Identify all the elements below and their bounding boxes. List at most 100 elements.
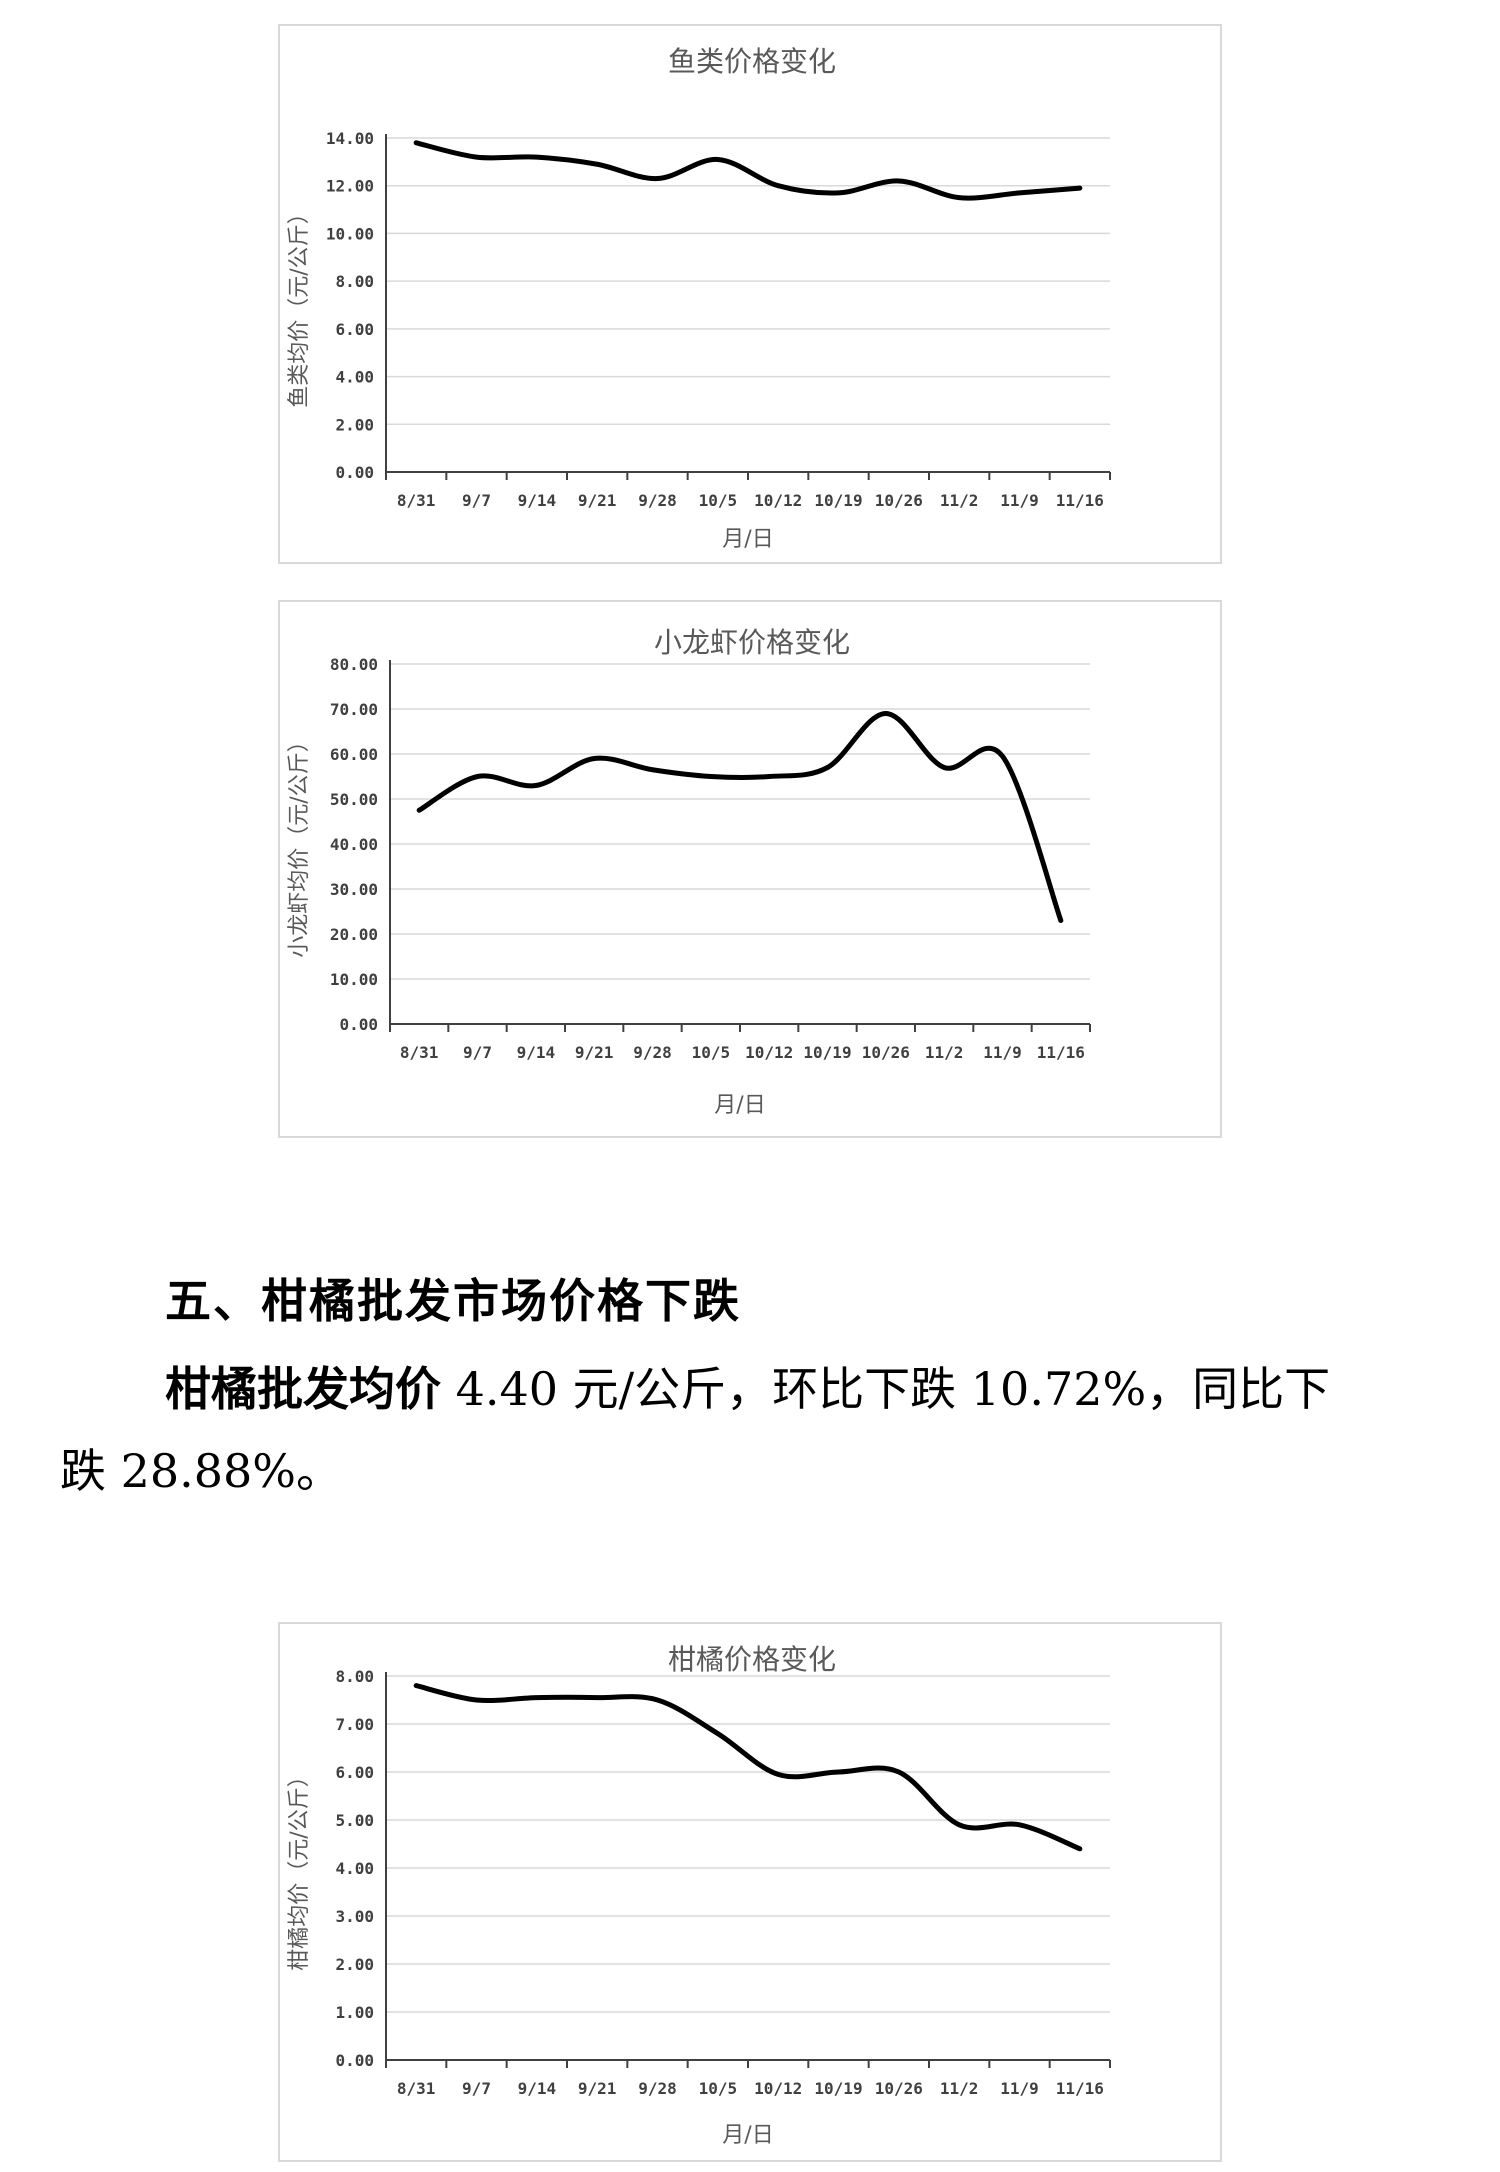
- x-tick-label: 11/9: [983, 1043, 1022, 1062]
- data-point: [657, 1699, 658, 1701]
- data-point: [593, 758, 595, 759]
- x-tick-label: 10/26: [875, 491, 923, 510]
- x-axis-label: 月/日: [722, 2123, 773, 2148]
- y-axis-label: 柑橘均价（元/公斤）: [287, 1765, 312, 1970]
- data-point: [958, 1824, 960, 1826]
- x-axis-label: 月/日: [714, 1093, 765, 1118]
- x-tick-label: 8/31: [397, 2079, 436, 2098]
- data-point: [958, 197, 960, 199]
- chart-fish: 鱼类价格变化 0.00 2.00 4.00 6.00 8.00 10.00 12.00 14.0…: [278, 24, 1222, 564]
- x-tick-label: 10/5: [699, 491, 738, 510]
- data-point: [838, 192, 839, 194]
- y-tick-label: 70.00: [330, 700, 378, 719]
- x-tick-label: 9/21: [578, 491, 617, 510]
- x-tick-label: 10/5: [699, 2079, 738, 2098]
- y-tick-label: 60.00: [330, 745, 378, 764]
- data-point: [710, 776, 712, 777]
- x-axis-label: 月/日: [722, 527, 773, 552]
- x-tick-label: 10/12: [754, 2079, 802, 2098]
- x-tick-label: 11/16: [1056, 2079, 1104, 2098]
- y-tick-label: 6.00: [335, 1763, 374, 1782]
- y-tick-label: 0.00: [335, 2051, 374, 2070]
- data-point: [596, 163, 598, 165]
- x-tick-label: 9/7: [463, 1043, 492, 1062]
- x-tick-label: 11/2: [940, 2079, 979, 2098]
- chart-crayfish-svg: 小龙虾价格变化 0.00 10.00 20.00 30.00 40.00 50.00 60.0…: [287, 626, 1091, 1118]
- y-tick-label: 2.00: [335, 415, 374, 434]
- data-point: [827, 767, 828, 768]
- y-tick-label: 0.00: [339, 1015, 378, 1034]
- data-point: [777, 185, 779, 187]
- x-tick-label: 10/19: [814, 2079, 862, 2098]
- y-tick-label: 8.00: [335, 272, 374, 291]
- y-axis-label: 鱼类均价（元/公斤）: [287, 202, 312, 407]
- data-point: [717, 158, 719, 160]
- y-axis-label: 小龙虾均价（元/公斤）: [287, 730, 312, 957]
- y-tick-label: 8.00: [335, 1667, 374, 1686]
- y-tick-label: 6.00: [335, 320, 374, 339]
- y-tick-label: 2.00: [335, 1955, 374, 1974]
- data-point: [777, 1773, 779, 1775]
- x-tick-label: 9/28: [638, 491, 677, 510]
- x-tick-label: 10/26: [862, 1043, 910, 1062]
- y-tick-label: 20.00: [330, 925, 378, 944]
- y-tick-label: 3.00: [335, 1907, 374, 1926]
- data-point: [415, 1685, 417, 1687]
- x-tick-label: 9/21: [575, 1043, 614, 1062]
- data-point: [898, 180, 900, 182]
- paragraph-line-2: 跌 28.88%。: [60, 1444, 343, 1498]
- data-point: [1079, 1848, 1081, 1850]
- chart-citrus: 柑橘价格变化 0.00 1.00 2.00 3.00 4.00 5.00 6.00 7.00 8.…: [278, 1622, 1222, 2162]
- x-tick-label: 9/21: [578, 2079, 617, 2098]
- data-point: [535, 785, 537, 786]
- y-tick-label: 10.00: [330, 970, 378, 989]
- x-tick-label: 9/7: [462, 491, 491, 510]
- y-tick-label: 5.00: [335, 1811, 374, 1830]
- x-tick-label: 9/14: [518, 2079, 557, 2098]
- y-tick-label: 4.00: [335, 368, 374, 387]
- x-tick-label: 11/16: [1056, 491, 1104, 510]
- x-tick-label: 8/31: [397, 491, 436, 510]
- y-tick-label: 10.00: [326, 224, 374, 243]
- data-point: [476, 156, 477, 158]
- data-point: [477, 776, 478, 777]
- data-point: [1060, 920, 1062, 921]
- data-point: [476, 1699, 477, 1701]
- x-tick-label: 9/14: [517, 1043, 556, 1062]
- y-tick-label: 80.00: [330, 655, 378, 674]
- y-tick-label: 1.00: [335, 2003, 374, 2022]
- data-point: [657, 178, 658, 180]
- y-tick-label: 14.00: [326, 129, 374, 148]
- x-tick-label: 9/14: [518, 491, 557, 510]
- data-point: [1019, 192, 1020, 194]
- x-tick-label: 9/7: [462, 2079, 491, 2098]
- y-tick-label: 50.00: [330, 790, 378, 809]
- data-point: [1019, 1824, 1020, 1826]
- data-point: [838, 1771, 839, 1773]
- y-tick-label: 40.00: [330, 835, 378, 854]
- data-point: [1002, 755, 1003, 757]
- y-tick-label: 4.00: [335, 1859, 374, 1878]
- chart-title: 小龙虾价格变化: [654, 626, 850, 659]
- chart-fish-svg: 鱼类价格变化 0.00 2.00 4.00 6.00 8.00 10.00 12.00 14.0…: [287, 45, 1111, 552]
- data-point: [943, 767, 945, 768]
- x-tick-label: 11/9: [1000, 491, 1039, 510]
- data-point: [898, 1771, 900, 1773]
- x-tick-label: 11/2: [940, 491, 979, 510]
- x-tick-label: 10/26: [875, 2079, 923, 2098]
- data-point: [415, 142, 417, 144]
- data-point: [596, 1697, 598, 1699]
- x-tick-label: 10/19: [803, 1043, 851, 1062]
- paragraph-rest-line-1: 4.40 元/公斤，环比下跌 10.72%，同比下: [441, 1362, 1331, 1416]
- chart-citrus-svg: 柑橘价格变化 0.00 1.00 2.00 3.00 4.00 5.00 6.00 7.00 8.…: [287, 1643, 1111, 2148]
- series-line: [413, 140, 1083, 201]
- data-point: [536, 1697, 538, 1699]
- paragraph-line-1: 柑橘批发均价 4.40 元/公斤，环比下跌 10.72%，同比下: [60, 1348, 1450, 1430]
- series-line: [413, 1683, 1083, 1852]
- x-tick-label: 8/31: [400, 1043, 439, 1062]
- y-tick-label: 30.00: [330, 880, 378, 899]
- y-tick-label: 12.00: [326, 177, 374, 196]
- x-tick-label: 9/28: [633, 1043, 672, 1062]
- x-tick-label: 10/12: [745, 1043, 793, 1062]
- y-tick-label: 7.00: [335, 1715, 374, 1734]
